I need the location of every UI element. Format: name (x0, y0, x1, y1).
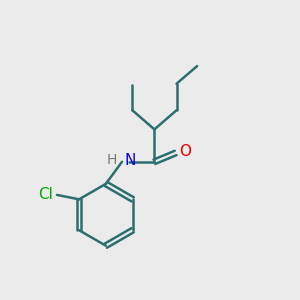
Text: O: O (179, 144, 191, 159)
Text: Cl: Cl (39, 187, 53, 202)
Text: H: H (106, 153, 117, 167)
Text: N: N (124, 153, 136, 168)
